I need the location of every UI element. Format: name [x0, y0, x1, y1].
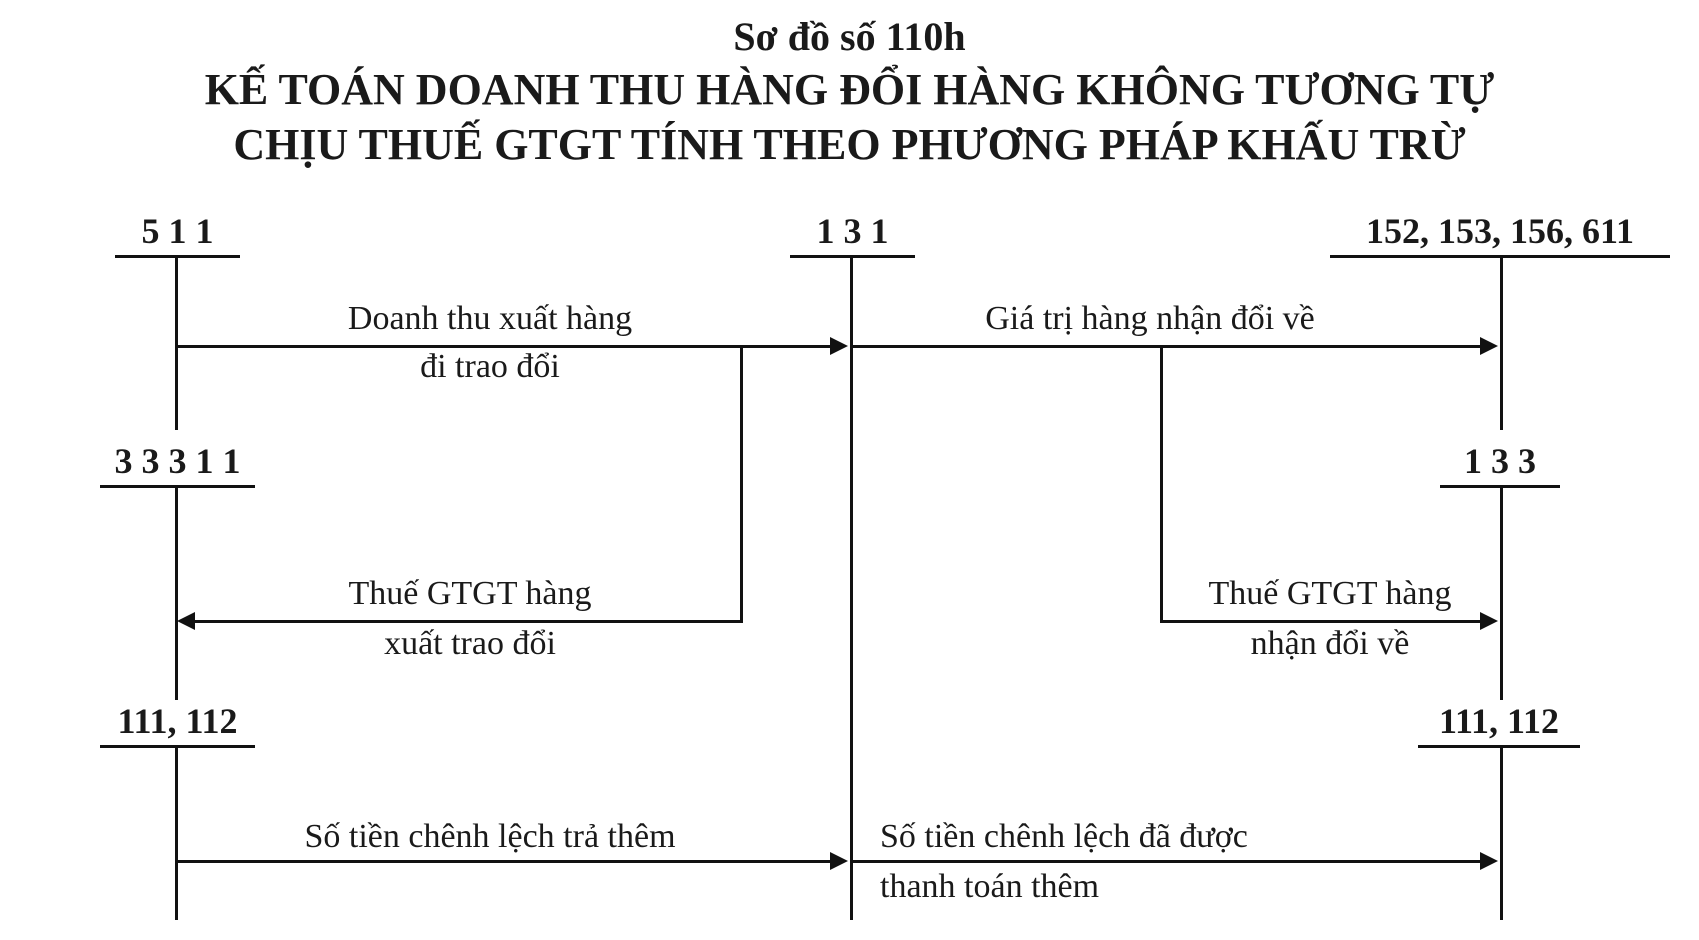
t-account-label-511: 5 1 1: [115, 210, 240, 252]
t-account-stem-33311: [175, 485, 178, 700]
arrow-head-right-icon: [830, 852, 848, 870]
arrow-head-left-icon: [177, 612, 195, 630]
flow-label-f2-bottom: xuất trao đổi: [240, 625, 700, 662]
t-account-label-33311: 3 3 3 1 1: [100, 440, 255, 482]
t-account-stem-111-left: [175, 745, 178, 920]
flow-label-f5-top: Thuế GTGT hàng: [1130, 575, 1530, 612]
t-account-stem-111-right: [1500, 745, 1503, 920]
flow-label-f6-bottom: thanh toán thêm: [880, 868, 1440, 905]
flow-label-f3: Số tiền chênh lệch trả thêm: [200, 818, 780, 855]
t-account-stem-131: [850, 255, 853, 920]
t-account-stem-152: [1500, 255, 1503, 430]
flow-label-f6-top: Số tiền chênh lệch đã được: [880, 818, 1440, 855]
title-line1: Sơ đồ số 110h: [0, 12, 1699, 62]
flow-label-f5-bottom: nhận đổi về: [1130, 625, 1530, 662]
diagram-canvas: Sơ đồ số 110h KẾ TOÁN DOANH THU HÀNG ĐỔI…: [0, 0, 1699, 940]
flow-arrow-f2: [195, 620, 743, 623]
flow-label-f1-top: Doanh thu xuất hàng: [260, 300, 720, 337]
t-account-stem-511: [175, 255, 178, 430]
title-line3: CHỊU THUẾ GTGT TÍNH THEO PHƯƠNG PHÁP KHẤ…: [0, 117, 1699, 172]
t-account-label-152: 152, 153, 156, 611: [1330, 210, 1670, 252]
title-line2: KẾ TOÁN DOANH THU HÀNG ĐỔI HÀNG KHÔNG TƯ…: [0, 62, 1699, 117]
t-account-hbar-111-right: [1418, 745, 1580, 748]
arrow-head-right-icon: [830, 337, 848, 355]
arrow-head-right-icon: [1480, 852, 1498, 870]
title-block: Sơ đồ số 110h KẾ TOÁN DOANH THU HÀNG ĐỔI…: [0, 12, 1699, 172]
t-account-label-131: 1 3 1: [790, 210, 915, 252]
t-account-label-133: 1 3 3: [1440, 440, 1560, 482]
flow-arrow-f5: [1160, 620, 1480, 623]
flow-label-f1-bottom: đi trao đổi: [260, 348, 720, 385]
t-account-label-111-left: 111, 112: [100, 700, 255, 742]
t-account-label-111-right: 111, 112: [1418, 700, 1580, 742]
flow-arrow-f4: [853, 345, 1480, 348]
arrow-head-right-icon: [1480, 337, 1498, 355]
flow-label-f4: Giá trị hàng nhận đổi về: [900, 300, 1400, 337]
flow-arrow-f6: [853, 860, 1480, 863]
flow-label-f2-top: Thuế GTGT hàng: [240, 575, 700, 612]
flow-branch-f1: [740, 345, 743, 623]
flow-arrow-f3: [178, 860, 830, 863]
